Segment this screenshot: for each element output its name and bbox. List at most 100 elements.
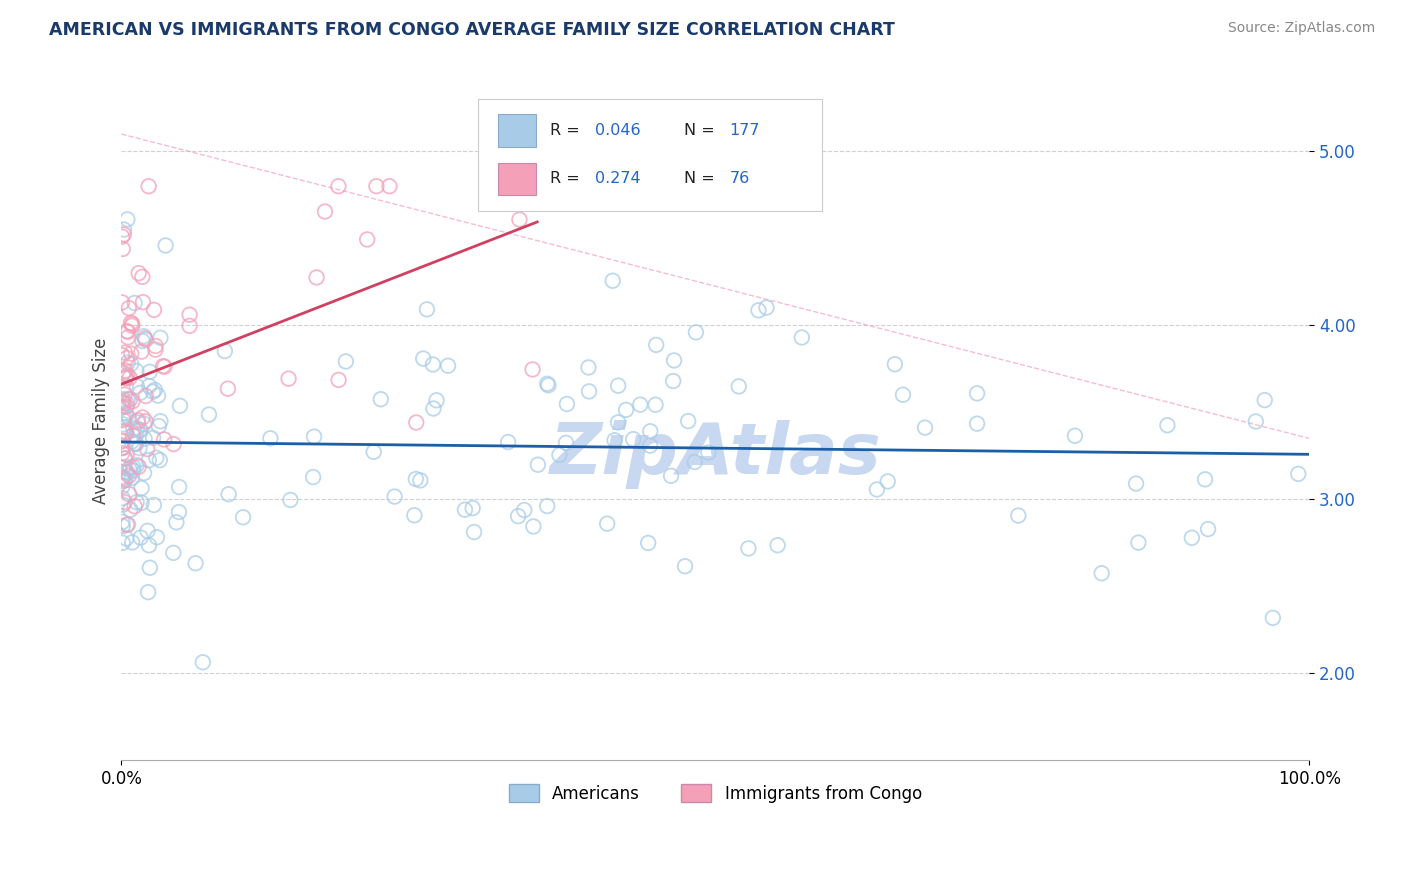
Point: [167, 480, 190, 494]
Point: [136, 524, 159, 538]
Point: [149, 453, 172, 467]
Point: [120, 316, 142, 330]
Point: [121, 471, 143, 485]
Point: [513, 503, 536, 517]
Point: [621, 432, 644, 446]
Point: [191, 655, 214, 669]
Point: [115, 324, 138, 338]
Point: [118, 301, 141, 315]
Point: [111, 348, 134, 362]
Point: [111, 441, 134, 455]
Point: [114, 424, 136, 438]
Text: N =: N =: [685, 171, 720, 186]
Point: [1286, 467, 1309, 481]
Point: [422, 358, 444, 372]
Point: [112, 440, 135, 454]
Point: [128, 459, 150, 474]
Point: [128, 266, 150, 280]
Point: [111, 413, 134, 427]
Legend: Americans, Immigrants from Congo: Americans, Immigrants from Congo: [502, 777, 929, 809]
Point: [437, 359, 460, 373]
Point: [162, 437, 184, 451]
Point: [111, 242, 134, 256]
Point: [111, 295, 134, 310]
Text: 0.274: 0.274: [595, 171, 641, 186]
Point: [128, 423, 150, 437]
Point: [146, 388, 169, 402]
Point: [659, 468, 682, 483]
Point: [966, 417, 988, 431]
Point: [138, 538, 160, 552]
Point: [125, 379, 148, 393]
Point: [527, 458, 550, 472]
Point: [422, 401, 444, 416]
Point: [122, 459, 145, 474]
Point: [152, 359, 174, 374]
Point: [115, 448, 138, 462]
Point: [145, 343, 167, 357]
Point: [114, 472, 136, 486]
Point: [638, 439, 661, 453]
Point: [1181, 531, 1204, 545]
Point: [370, 392, 392, 407]
Point: [454, 502, 477, 516]
Point: [118, 468, 141, 483]
Point: [132, 466, 155, 480]
Point: [1194, 472, 1216, 486]
Point: [115, 425, 138, 440]
Point: [662, 353, 685, 368]
Text: 76: 76: [730, 171, 749, 186]
Point: [548, 448, 571, 462]
Text: 177: 177: [730, 123, 761, 138]
Point: [114, 345, 136, 359]
Point: [305, 270, 328, 285]
Text: ZipAtlas: ZipAtlas: [550, 420, 882, 490]
Text: 0.046: 0.046: [595, 123, 641, 138]
Point: [1064, 429, 1087, 443]
Point: [412, 351, 434, 366]
Point: [131, 496, 153, 510]
Y-axis label: Average Family Size: Average Family Size: [93, 338, 110, 504]
Point: [117, 517, 139, 532]
Point: [607, 378, 630, 392]
Point: [115, 368, 138, 383]
Point: [280, 492, 302, 507]
Point: [461, 501, 484, 516]
Point: [866, 483, 889, 497]
Point: [118, 392, 141, 407]
Point: [111, 441, 134, 455]
Point: [966, 386, 988, 401]
Point: [115, 532, 138, 546]
Point: [124, 437, 146, 451]
Point: [129, 531, 152, 545]
Point: [578, 360, 600, 375]
Point: [118, 411, 141, 425]
Point: [335, 354, 357, 368]
Point: [1125, 476, 1147, 491]
Point: [111, 498, 134, 512]
Point: [259, 431, 281, 445]
Point: [112, 392, 135, 407]
Point: [122, 421, 145, 435]
Point: [138, 379, 160, 393]
Point: [536, 376, 558, 391]
Point: [114, 465, 136, 479]
Point: [117, 356, 139, 370]
Point: [328, 179, 350, 194]
Point: [118, 370, 141, 384]
Point: [142, 384, 165, 399]
Point: [404, 508, 426, 523]
Point: [697, 445, 720, 459]
Point: [498, 179, 520, 194]
Point: [607, 416, 630, 430]
Text: Source: ZipAtlas.com: Source: ZipAtlas.com: [1227, 21, 1375, 35]
Point: [115, 408, 138, 422]
Point: [111, 474, 134, 488]
Text: N =: N =: [685, 123, 720, 138]
Point: [111, 469, 134, 483]
Point: [409, 474, 432, 488]
Point: [673, 559, 696, 574]
Point: [134, 331, 156, 345]
Point: [676, 414, 699, 428]
Point: [111, 535, 134, 549]
